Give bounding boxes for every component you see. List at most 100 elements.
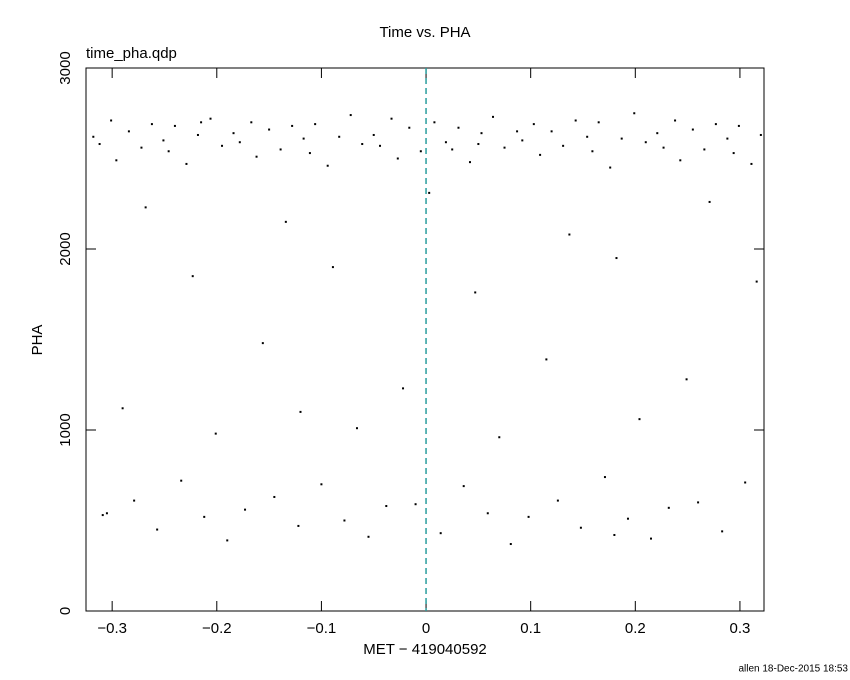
point xyxy=(480,132,483,135)
point xyxy=(284,220,287,223)
point xyxy=(110,119,113,122)
point xyxy=(509,543,512,546)
point xyxy=(750,162,753,165)
point xyxy=(261,342,264,345)
point xyxy=(638,418,641,421)
point xyxy=(355,427,358,430)
point xyxy=(331,266,334,269)
point xyxy=(697,501,700,504)
point xyxy=(486,512,489,515)
point xyxy=(477,143,480,146)
point xyxy=(268,128,271,131)
point xyxy=(390,117,393,120)
point xyxy=(299,410,302,413)
point xyxy=(232,132,235,135)
y-axis-label: PHA xyxy=(29,325,46,356)
point xyxy=(444,141,447,144)
y-tick-label: 3000 xyxy=(57,51,74,84)
point xyxy=(250,121,253,124)
point xyxy=(209,117,212,120)
point xyxy=(539,153,542,156)
x-tick-label: −0.2 xyxy=(202,620,232,637)
point xyxy=(532,123,535,126)
point xyxy=(361,143,364,146)
point xyxy=(428,191,431,194)
point xyxy=(162,139,165,142)
point xyxy=(732,152,735,155)
point xyxy=(439,532,442,535)
point xyxy=(492,115,495,118)
point xyxy=(674,119,677,122)
point xyxy=(101,514,104,517)
point xyxy=(133,499,136,502)
point xyxy=(633,112,636,115)
point xyxy=(433,121,436,124)
point xyxy=(451,148,454,151)
point xyxy=(308,152,311,155)
point xyxy=(115,159,118,162)
point xyxy=(721,530,724,533)
point xyxy=(521,139,524,142)
point xyxy=(196,133,199,136)
plot-frame xyxy=(85,67,765,612)
point xyxy=(408,126,411,129)
point xyxy=(597,121,600,124)
point xyxy=(279,148,282,151)
point xyxy=(498,436,501,439)
point xyxy=(556,499,559,502)
point xyxy=(185,162,188,165)
point xyxy=(156,528,159,531)
point xyxy=(708,200,711,203)
point xyxy=(656,132,659,135)
point xyxy=(545,358,548,361)
point xyxy=(609,166,612,169)
point xyxy=(326,164,329,167)
point xyxy=(349,114,352,117)
point xyxy=(468,161,471,164)
point xyxy=(562,144,565,147)
point xyxy=(685,378,688,381)
point xyxy=(591,150,594,153)
point xyxy=(679,159,682,162)
chart-title: Time vs. PHA xyxy=(379,24,470,41)
point xyxy=(379,144,382,147)
x-tick-label: 0 xyxy=(422,620,430,637)
point xyxy=(644,141,647,144)
point xyxy=(291,124,294,127)
x-tick-label: 0.1 xyxy=(520,620,541,637)
point xyxy=(626,517,629,520)
point xyxy=(744,481,747,484)
point xyxy=(167,150,170,153)
point xyxy=(396,157,399,160)
point xyxy=(244,508,247,511)
x-tick-label: −0.3 xyxy=(97,620,127,637)
point xyxy=(603,476,606,479)
point xyxy=(226,539,229,542)
point xyxy=(385,505,388,508)
point xyxy=(273,495,276,498)
point xyxy=(302,137,305,140)
point xyxy=(180,479,183,482)
point xyxy=(503,146,506,149)
point xyxy=(516,130,519,133)
point xyxy=(98,143,101,146)
footer: allen 18-Dec-2015 18:53 xyxy=(738,664,848,675)
point xyxy=(667,506,670,509)
point xyxy=(238,141,241,144)
point xyxy=(703,148,706,151)
point xyxy=(527,515,530,518)
point xyxy=(650,537,652,540)
point xyxy=(462,485,465,488)
point xyxy=(737,124,740,127)
point xyxy=(414,503,417,506)
x-tick-label: −0.1 xyxy=(307,620,337,637)
point xyxy=(191,275,194,278)
point xyxy=(338,135,341,138)
point xyxy=(474,291,477,294)
point xyxy=(372,133,375,136)
point xyxy=(419,150,422,153)
point xyxy=(200,121,203,124)
x-tick-label: 0.2 xyxy=(625,620,646,637)
point xyxy=(586,135,589,138)
